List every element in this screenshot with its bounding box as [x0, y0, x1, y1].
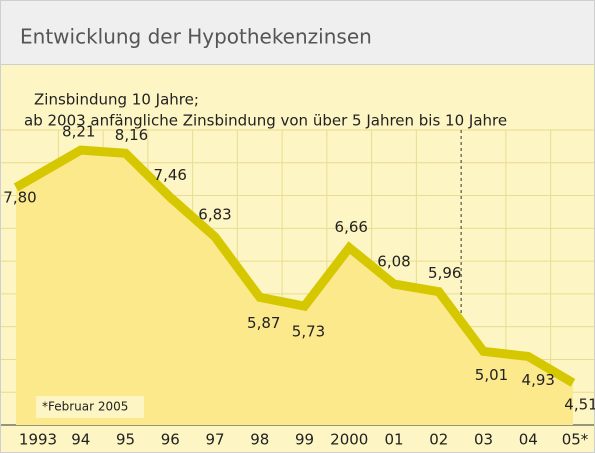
value-label: 7,46 [154, 166, 187, 184]
header [0, 0, 595, 65]
x-tick-label: 2000 [330, 431, 368, 449]
x-tick-label: 1993 [19, 431, 57, 449]
x-tick-label: 97 [205, 431, 224, 449]
value-label: 6,08 [377, 253, 410, 271]
x-tick-label: 98 [250, 431, 269, 449]
x-tick-label: 99 [295, 431, 314, 449]
value-label: 6,66 [335, 218, 368, 236]
subtitle: ab 2003 anfängliche Zinsbindung von über… [24, 112, 507, 130]
note-bg [36, 396, 144, 418]
value-label: 4,51 [564, 395, 595, 413]
value-label: 5,96 [428, 264, 461, 282]
x-tick-label: 05* [562, 431, 589, 449]
value-label: 5,01 [475, 366, 508, 384]
value-label: 5,87 [247, 314, 280, 332]
x-tick-label: 96 [161, 431, 180, 449]
value-label: 7,80 [3, 188, 36, 206]
area [16, 150, 573, 425]
x-tick-label: 01 [384, 431, 403, 449]
value-label: 5,73 [292, 323, 325, 341]
x-tick-label: 94 [71, 431, 90, 449]
plot [13, 145, 576, 425]
x-tick-label: 95 [116, 431, 135, 449]
line [13, 145, 576, 387]
value-label: 6,83 [198, 205, 231, 223]
chart-title: Entwicklung der Hypothekenzinsen [20, 25, 372, 49]
value-label: 8,21 [62, 123, 95, 141]
value-label: 4,93 [522, 371, 555, 389]
x-tick-label: 03 [474, 431, 493, 449]
x-tick-label: 04 [519, 431, 538, 449]
value-label: 8,16 [115, 126, 148, 144]
x-tick-label: 02 [429, 431, 448, 449]
subtitle: Zinsbindung 10 Jahre; [34, 91, 199, 109]
note: *Februar 2005 [42, 400, 128, 414]
